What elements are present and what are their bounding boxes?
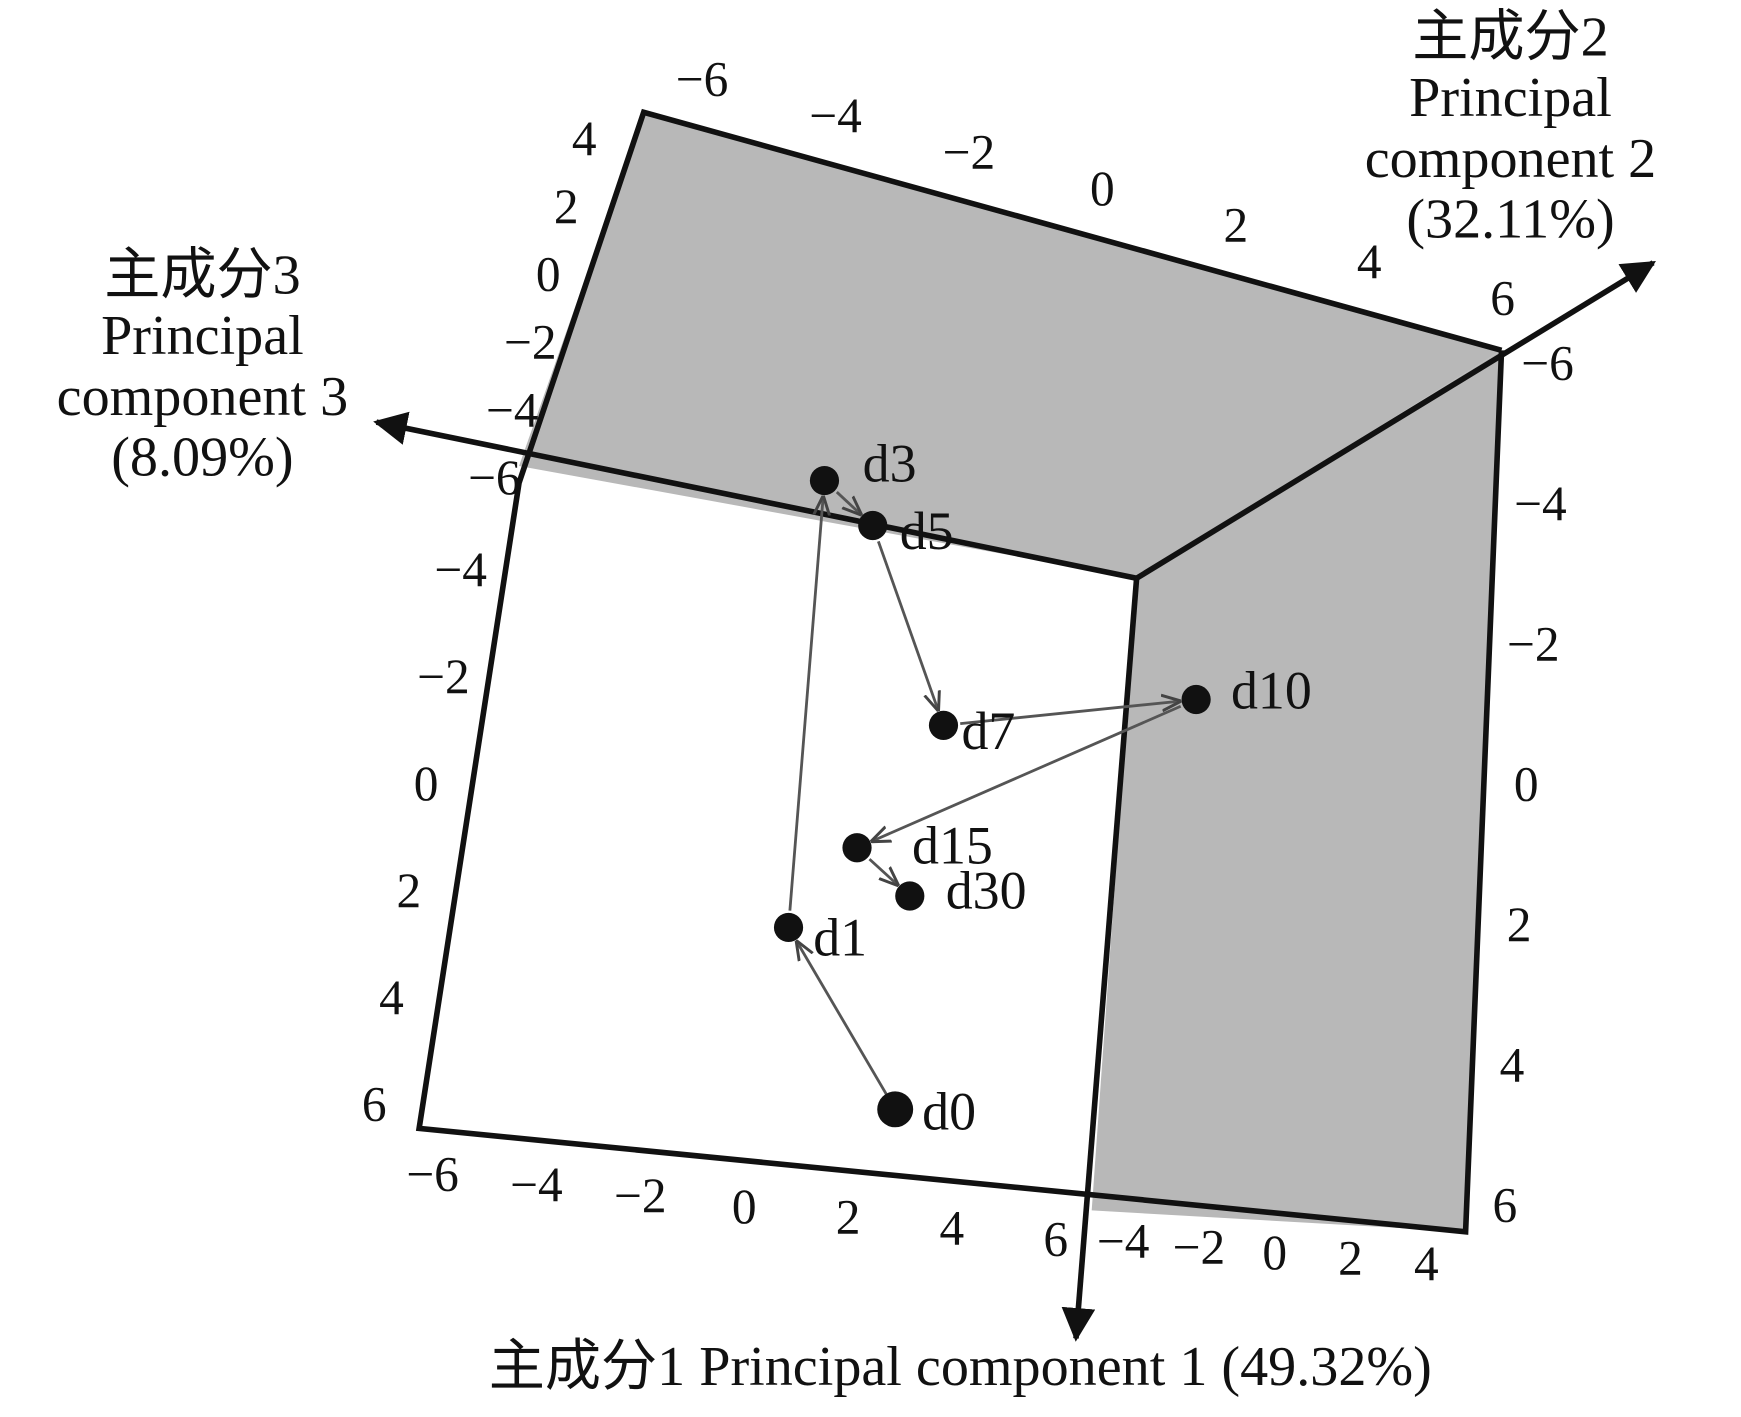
tick-label: 0 [1514,757,1539,812]
tick-label: 2 [1507,897,1532,952]
trajectory-arrow [788,497,823,911]
point [895,881,925,911]
tick-label: −4 [809,88,862,143]
tick-label: −2 [614,1168,667,1223]
pc1-axis [1061,578,1140,1342]
pc3-title-line: Principal [101,305,304,367]
tick-label: 0 [1262,1225,1287,1280]
tick-label: 4 [1500,1037,1525,1092]
trajectory-arrow [868,858,897,885]
tick-label: 6 [362,1077,387,1132]
tick-label: 0 [1090,161,1115,216]
point [773,912,804,943]
tick-label: −4 [1514,476,1567,531]
pc2-axis [1135,260,1656,581]
tick-label: 2 [1223,198,1248,253]
point [858,510,888,541]
tick-label: −6 [676,52,729,107]
point [842,833,872,863]
tick-label: 6 [1490,271,1515,326]
trajectory [788,491,1182,1096]
pc3-title-line: 主成分3 [104,245,300,307]
trajectory-arrow [835,491,861,514]
tick-label: −6 [468,450,521,505]
pc3-axis [373,411,1138,582]
point-label: d0 [922,1082,976,1142]
tick-label: 0 [732,1179,757,1234]
tick-label: −2 [1507,616,1560,671]
point-label: d10 [1231,661,1312,721]
trajectory-arrow [960,701,1179,726]
tick-label: −4 [486,382,539,437]
pc2-title-line: component 2 [1365,128,1656,190]
tick-label: 4 [1357,234,1382,289]
frame-edges [415,108,1505,1235]
tick-label: −6 [1521,336,1574,391]
point-label: d7 [961,701,1015,761]
axes [373,260,1656,1342]
tick-label: 2 [836,1190,861,1245]
point [877,1091,914,1128]
pc2-title-line: (32.11%) [1406,188,1614,250]
point-label: d15 [912,815,993,875]
tick-label: 0 [536,247,561,302]
tick-label: 6 [1043,1211,1068,1266]
pc1-title: 主成分1 Principal component 1 (49.32%) [489,1336,1432,1398]
pc2-title-line: 主成分2 [1412,7,1608,69]
trajectory-arrow [797,942,888,1096]
tick-label: 4 [379,970,404,1025]
tick-label: −4 [510,1157,563,1212]
tick-label: −2 [1173,1219,1226,1274]
point [809,465,840,496]
point-label: d5 [900,501,954,561]
point-label: d1 [813,908,867,968]
back-panel [519,112,1502,579]
frame [415,108,1505,1235]
pc2-title-line: Principal [1409,67,1612,129]
side-panel [1091,350,1502,1232]
tick-label: 2 [396,863,421,918]
tick-label: 6 [1493,1178,1518,1233]
tick-label: −4 [1097,1214,1150,1269]
pc3-title-line: component 3 [57,366,348,428]
tick-label: −2 [943,125,996,180]
tick-label: 4 [1414,1236,1439,1291]
point-label: d30 [946,860,1027,920]
tick-label: 2 [1338,1231,1363,1286]
point [1181,684,1211,715]
point-label: d3 [863,434,917,494]
point [928,710,959,740]
tick-label: 4 [940,1201,965,1256]
trajectory-arrow [877,540,937,709]
pc3-title-line: (8.09%) [111,426,293,488]
tick-label: −2 [504,315,557,370]
tick-label: 0 [414,756,439,811]
trajectory-arrow [872,704,1182,841]
tick-label: −6 [406,1146,459,1201]
tick-label: 2 [554,179,579,234]
tick-label: −2 [417,649,470,704]
tick-label: 4 [572,111,597,166]
tick-label: −4 [434,542,487,597]
